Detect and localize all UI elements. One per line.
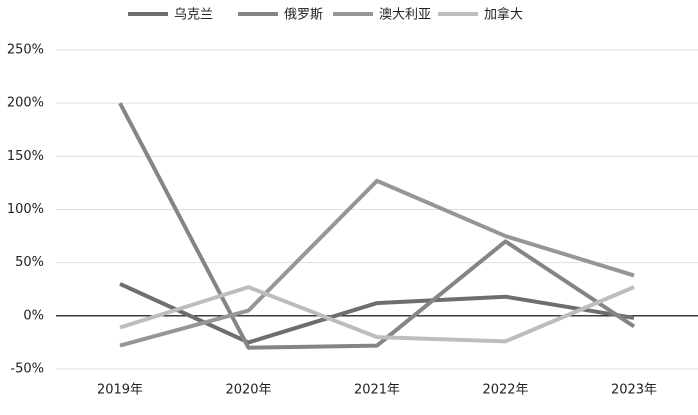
x-tick-label: 2019年 (97, 383, 143, 398)
series-line (118, 102, 636, 350)
legend-label: 澳大利亚 (379, 7, 431, 23)
y-tick-label: 100% (7, 202, 44, 217)
series-line (119, 285, 635, 344)
y-tick-label: 200% (7, 96, 44, 111)
y-tick-label: 150% (7, 149, 44, 164)
y-tick-label: 0% (23, 308, 44, 323)
series-line (119, 178, 635, 348)
y-tick-label: 50% (15, 255, 44, 270)
y-tick-label: 250% (7, 43, 44, 58)
legend-label: 乌克兰 (174, 7, 213, 23)
x-tick-label: 2020年 (225, 383, 271, 398)
x-tick-label: 2022年 (482, 383, 528, 398)
y-tick-label: -50% (10, 362, 44, 377)
series-line (119, 282, 635, 345)
legend-label: 加拿大 (484, 7, 523, 23)
x-tick-label: 2023年 (611, 383, 657, 398)
legend-label: 俄罗斯 (284, 8, 323, 23)
x-tick-label: 2021年 (354, 383, 400, 398)
